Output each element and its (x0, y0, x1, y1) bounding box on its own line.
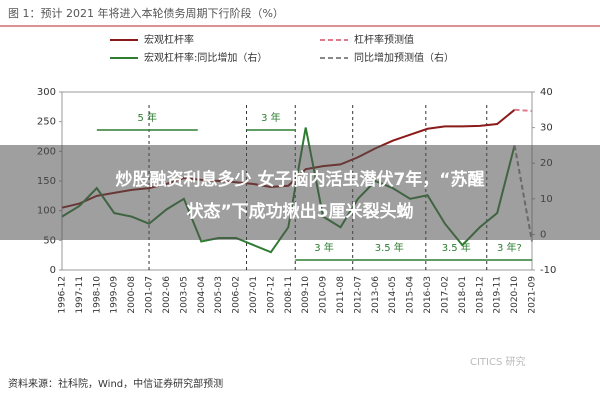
x-tick-label: 2009-10 (301, 276, 311, 314)
x-tick-label: 2020-10 (510, 276, 520, 314)
chart-title: 图 1：预计 2021 年将进入本轮债务周期下行阶段（%） (8, 6, 284, 20)
y2-tick-label: -10 (540, 265, 556, 276)
legend-label: 宏观杠杆率 (144, 33, 194, 46)
annotation: 3 年 (314, 241, 334, 254)
legend-label: 宏观杠杆率:同比增加（右） (144, 51, 267, 64)
y2-tick-label: 30 (540, 123, 553, 134)
legend-label: 同比增加预测值（右） (354, 51, 454, 64)
x-tick-label: 2005-03 (214, 276, 224, 314)
x-tick-label: 1999-09 (110, 276, 120, 314)
annotation: 5 年 (138, 111, 158, 124)
x-tick-label: 2007-01 (249, 276, 259, 314)
y-tick-label: 50 (43, 235, 56, 246)
annotation: 3.5 年 (375, 241, 404, 254)
x-tick-label: 2015-04 (406, 276, 416, 314)
legend-label: 杠杆率预测值 (354, 33, 414, 46)
x-tick-label: 2008-11 (284, 276, 294, 314)
x-tick-label: 2010-09 (319, 276, 329, 314)
x-tick-label: 2006-02 (232, 276, 242, 314)
annotation: 3 年 (261, 111, 281, 124)
annotation: 3 年? (497, 241, 522, 254)
x-tick-label: 1998-10 (92, 276, 102, 314)
x-tick-label: 2000-08 (127, 276, 137, 314)
x-tick-label: 2019-11 (493, 276, 503, 314)
x-tick-label: 2014-05 (388, 276, 398, 314)
overlay-text: 状态”下成功揪出5厘米裂头蚴 (186, 201, 413, 222)
x-tick-label: 1997-11 (75, 276, 85, 314)
x-tick-label: 2004-04 (197, 276, 207, 314)
x-tick-label: 2013-06 (371, 276, 381, 314)
x-tick-label: 2018-01 (458, 276, 468, 314)
x-tick-label: 2002-06 (162, 276, 172, 314)
watermark: CITICS 研究 (470, 355, 526, 368)
annotation: 3.5 年 (442, 241, 471, 254)
y-tick-label: 300 (37, 87, 56, 98)
x-tick-label: 1996-12 (58, 276, 68, 314)
overlay-banner (0, 145, 600, 240)
x-tick-label: 2021-09 (528, 276, 538, 314)
x-tick-label: 2007-12 (266, 276, 276, 314)
y-tick-label: 250 (37, 117, 56, 128)
y2-tick-label: 40 (540, 87, 553, 98)
overlay-text: 炒股融资利息多少 女子脑内活虫潜伏7年，“苏醒 (116, 169, 485, 190)
x-tick-label: 2011-08 (336, 276, 346, 314)
x-tick-label: 2018-12 (475, 276, 485, 314)
series-line (514, 108, 533, 112)
x-tick-label: 2017-02 (440, 276, 450, 314)
x-tick-label: 2012-07 (353, 276, 363, 314)
x-tick-label: 2001-07 (145, 276, 155, 314)
y-tick-label: 0 (50, 265, 56, 276)
x-tick-label: 2003-05 (179, 276, 189, 314)
source-note: 资料来源：社科院，Wind，中信证券研究部预测 (8, 377, 223, 390)
x-tick-label: 2016-03 (423, 276, 433, 314)
